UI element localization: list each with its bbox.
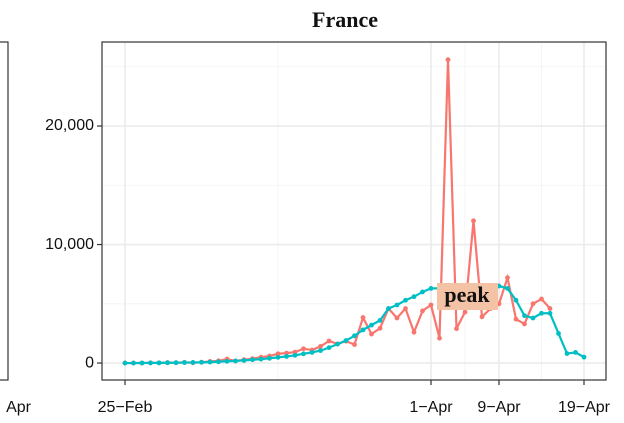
data-point xyxy=(394,315,400,321)
left-panel-fragment xyxy=(0,41,9,381)
data-point xyxy=(301,346,306,352)
data-point xyxy=(564,351,570,356)
data-point xyxy=(462,309,468,315)
data-point xyxy=(454,326,459,332)
annotation: peak xyxy=(444,282,490,307)
data-point xyxy=(301,351,306,357)
x-tick-label: Apr xyxy=(6,399,32,416)
data-point xyxy=(522,313,527,319)
data-point xyxy=(343,338,349,343)
data-point xyxy=(479,314,485,320)
data-point xyxy=(284,350,289,356)
chart-title: France xyxy=(312,7,378,32)
x-tick-label: 1−Apr xyxy=(409,399,453,416)
data-point xyxy=(309,349,315,355)
data-point xyxy=(386,306,391,311)
data-point xyxy=(547,306,553,311)
y-tick-label: 20,000 xyxy=(45,117,94,134)
data-point xyxy=(428,302,434,308)
data-point xyxy=(437,335,442,341)
data-point xyxy=(190,360,196,365)
data-point xyxy=(131,360,136,366)
annotation-box xyxy=(437,283,498,310)
x-tick-label: 9−Apr xyxy=(477,399,521,416)
data-point xyxy=(403,306,408,311)
data-point xyxy=(530,301,536,307)
data-point xyxy=(573,349,578,355)
data-point xyxy=(199,359,204,365)
data-point xyxy=(581,354,587,360)
data-point xyxy=(250,357,255,363)
panel xyxy=(102,42,606,380)
data-point xyxy=(513,316,519,322)
data-point xyxy=(352,333,357,339)
data-point xyxy=(377,325,383,331)
data-point xyxy=(420,289,425,295)
data-point xyxy=(275,354,281,360)
data-point xyxy=(539,296,544,302)
data-point xyxy=(428,285,434,291)
data-point xyxy=(224,358,230,364)
y-tick-label: 10,000 xyxy=(45,236,94,253)
data-point xyxy=(182,360,187,365)
data-point xyxy=(284,354,289,359)
data-point xyxy=(216,359,221,365)
data-point xyxy=(275,351,281,357)
data-point xyxy=(233,358,238,364)
data-point xyxy=(292,352,298,358)
data-point xyxy=(360,327,366,333)
data-point xyxy=(139,360,145,366)
data-point xyxy=(394,302,400,308)
data-point xyxy=(369,322,374,328)
data-point xyxy=(326,345,332,351)
data-point xyxy=(335,341,340,347)
panel-border xyxy=(101,41,607,381)
data-point xyxy=(420,308,425,314)
data-point xyxy=(556,331,561,336)
data-point xyxy=(173,360,179,366)
data-point xyxy=(377,317,383,323)
data-point xyxy=(165,360,170,366)
data-point xyxy=(258,356,264,362)
data-point xyxy=(207,359,213,365)
data-point xyxy=(156,360,162,366)
data-point xyxy=(241,358,247,363)
data-point xyxy=(318,348,323,354)
data-point xyxy=(471,218,476,224)
data-point xyxy=(505,275,510,281)
data-point xyxy=(547,310,553,316)
data-point xyxy=(352,342,357,347)
data-point xyxy=(505,285,510,291)
data-point xyxy=(522,321,527,327)
x-tick-label: 19−Apr xyxy=(558,399,611,416)
data-point xyxy=(539,310,544,316)
data-point xyxy=(411,294,417,300)
data-point xyxy=(369,331,374,337)
data-point xyxy=(445,57,451,63)
data-point xyxy=(411,329,417,335)
data-point xyxy=(360,315,366,320)
data-point xyxy=(148,360,153,366)
data-point xyxy=(122,360,128,366)
x-tick-label: 25−Feb xyxy=(98,399,153,416)
data-point xyxy=(513,297,519,303)
data-point xyxy=(403,297,408,303)
data-point xyxy=(326,338,332,344)
data-point xyxy=(267,355,272,361)
data-point xyxy=(318,344,323,349)
data-point xyxy=(530,315,536,321)
y-tick-label: 0 xyxy=(85,354,94,371)
